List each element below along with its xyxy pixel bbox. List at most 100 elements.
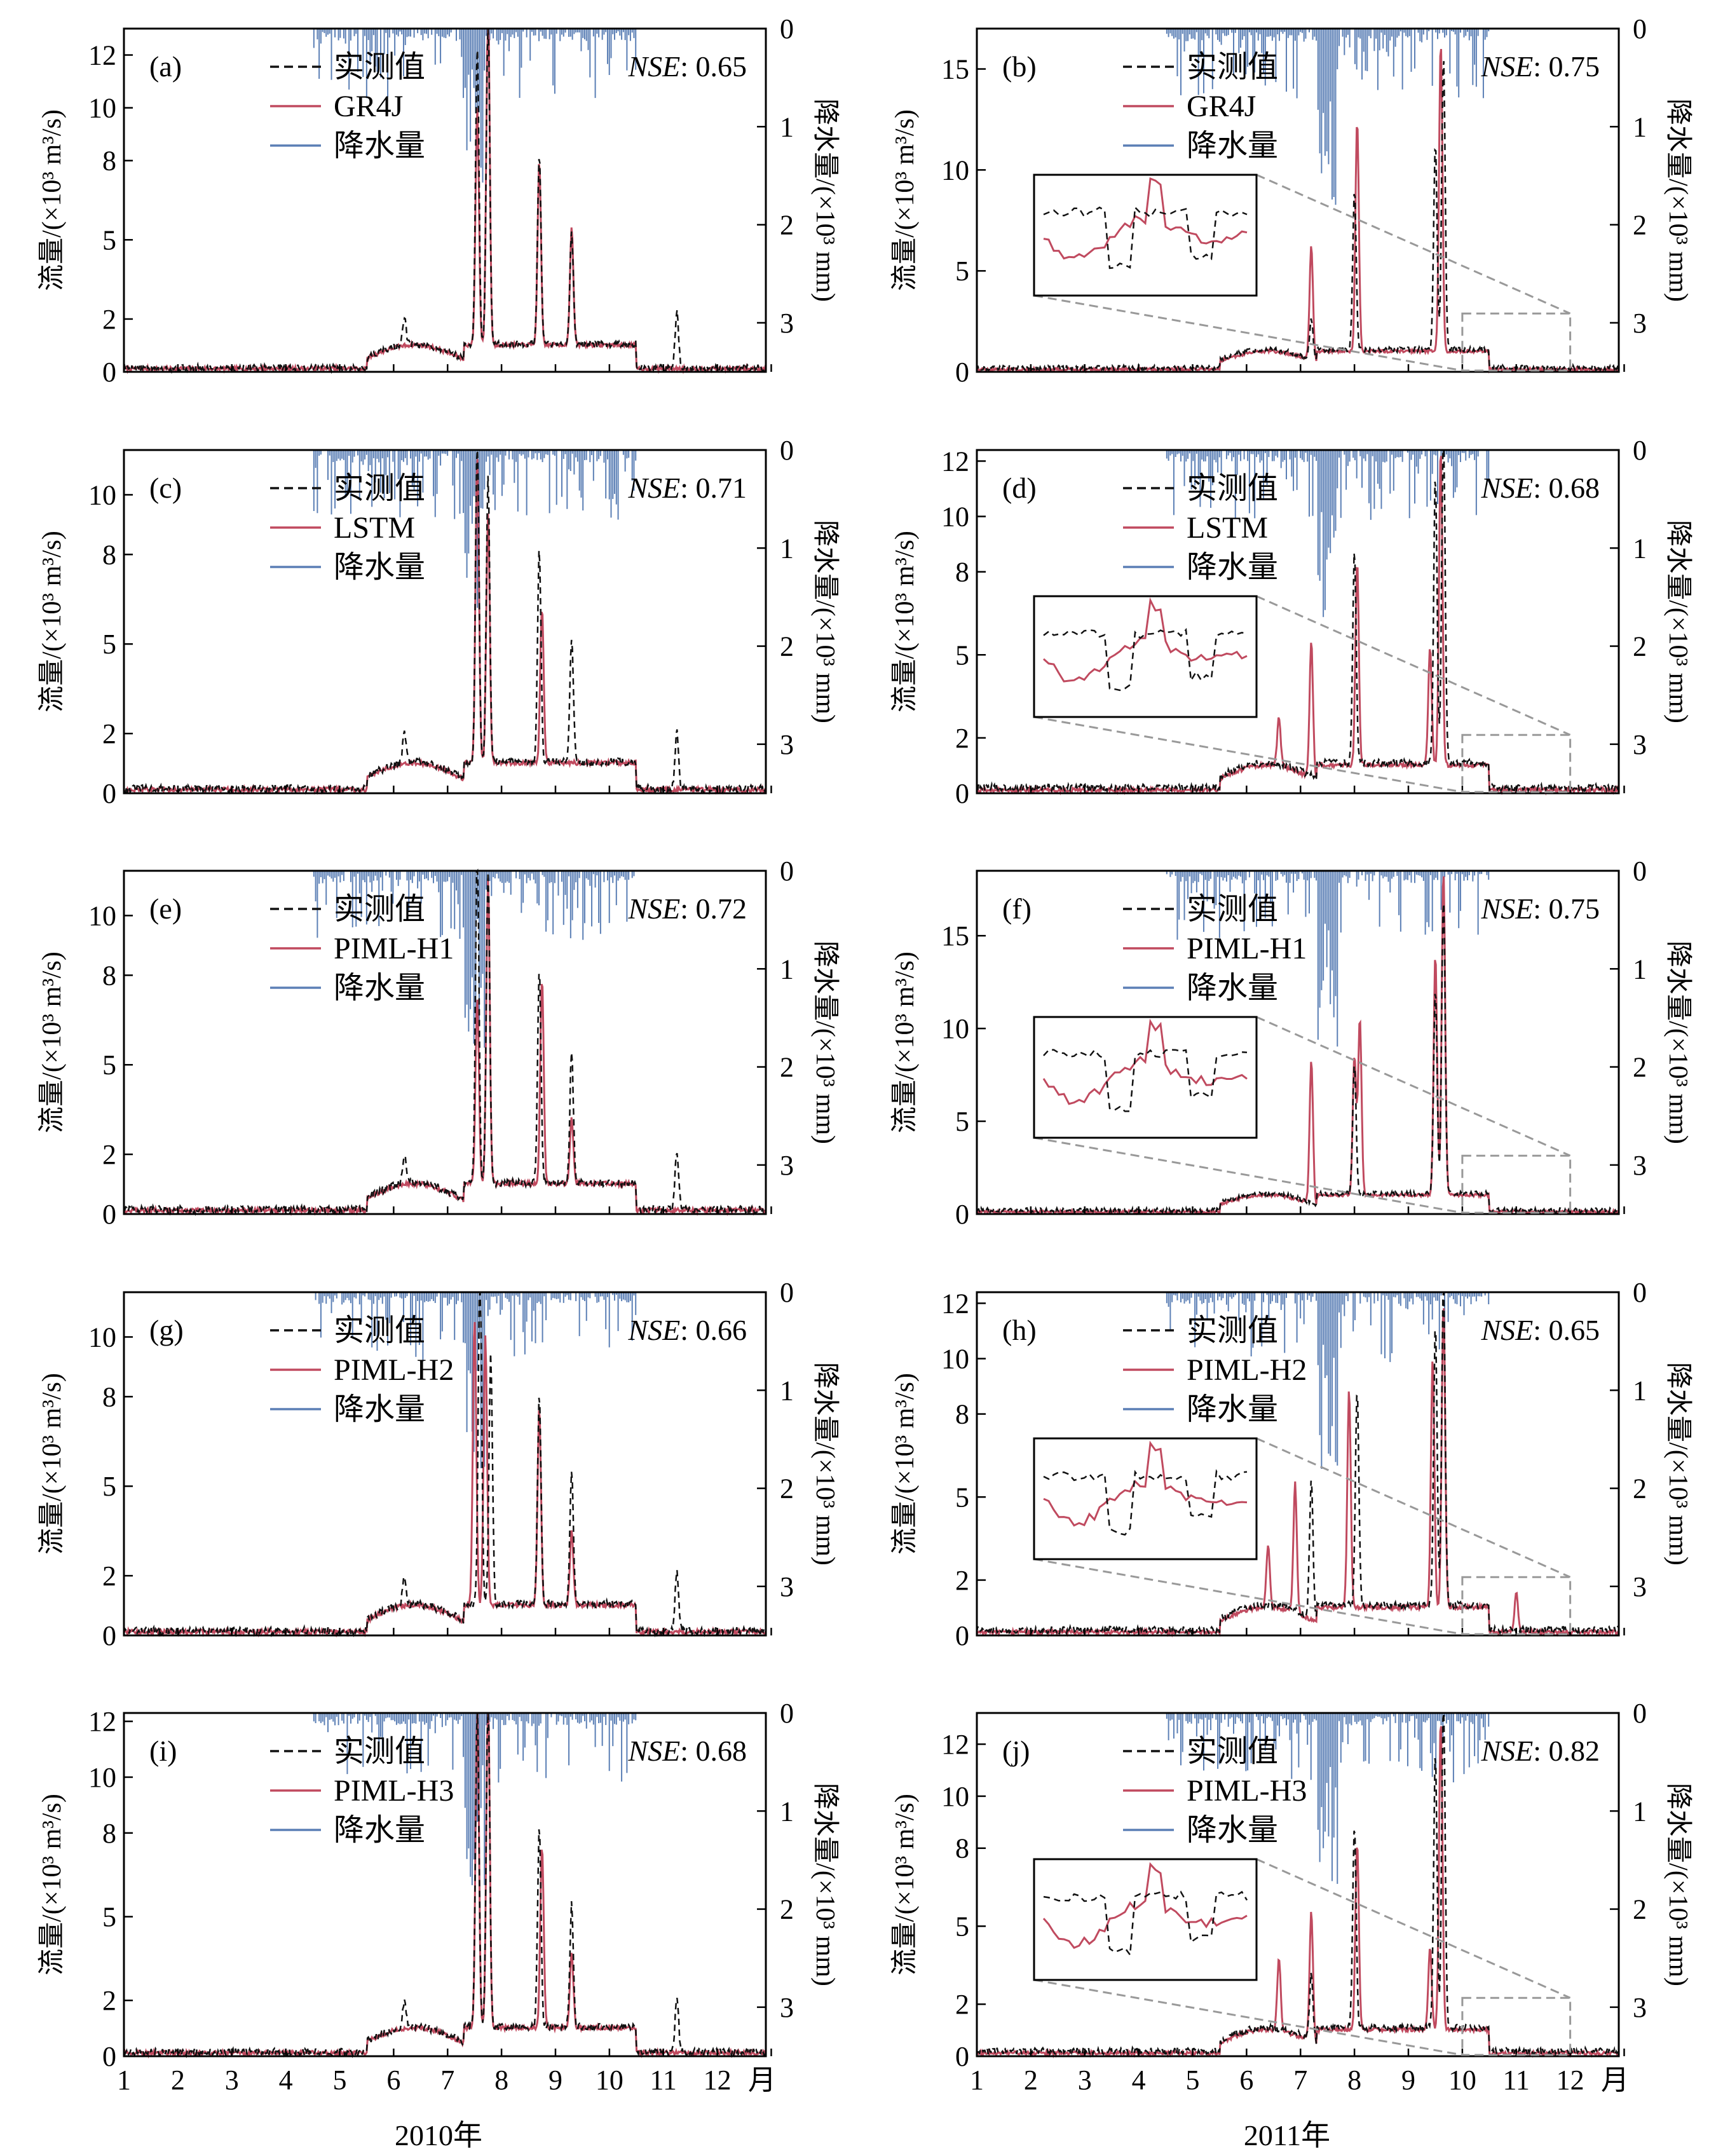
nse-label: NSE: [627, 472, 680, 504]
nse-label: NSE: [1480, 1314, 1533, 1346]
y-tick-label: 0: [102, 357, 116, 388]
nse-annotation: NSE: 0.75: [1480, 50, 1600, 83]
plot-frame: [976, 27, 1620, 373]
x-tick-label: 7: [440, 2064, 454, 2096]
y2-tick-label: 0: [780, 856, 794, 887]
y-axis-title: 流量/(×10³ m³/s): [890, 1373, 920, 1555]
y-axis-title: 流量/(×10³ m³/s): [890, 952, 920, 1133]
model-series-line: [976, 49, 1619, 374]
y2-axis-title: 降水量/(×10³ mm): [1663, 1783, 1692, 1986]
y-tick-label: 8: [102, 1818, 116, 1849]
y-tick-label: 10: [941, 501, 969, 533]
y2-axis-title: 降水量/(×10³ mm): [1663, 99, 1692, 302]
nse-label: NSE: [1480, 472, 1533, 504]
inset-box: [1033, 595, 1258, 718]
nse-value: : 0.66: [680, 1314, 747, 1346]
model-series-line: [123, 878, 767, 1217]
x-tick-label: 11: [650, 2064, 677, 2096]
y-tick-label: 10: [88, 1762, 116, 1793]
zoom-region: [1461, 1154, 1572, 1214]
x-tick-label: 4: [1132, 2064, 1146, 2096]
zoom-connector: [1033, 1979, 1463, 2056]
y-tick-label: 2: [955, 1565, 969, 1596]
y-tick-label: 0: [955, 2041, 969, 2072]
panel-label: (h): [1002, 1314, 1037, 1346]
x-unit-label: 月: [748, 2064, 776, 2096]
x-tick-label: 3: [1078, 2064, 1092, 2096]
y-tick-label: 5: [102, 629, 116, 660]
y2-tick-label: 0: [780, 435, 794, 466]
legend-entry: 降水量: [1187, 1813, 1278, 1847]
y2-tick-label: 2: [1633, 631, 1647, 662]
y2-tick-label: 2: [1633, 1473, 1647, 1504]
y-tick-label: 2: [102, 718, 116, 749]
nse-value: : 0.82: [1533, 1735, 1600, 1767]
x-tick-label: 5: [332, 2064, 346, 2096]
nse-value: : 0.72: [680, 892, 747, 925]
y-tick-label: 8: [102, 1381, 116, 1412]
y2-tick-label: 3: [780, 1571, 794, 1602]
y2-tick-label: 1: [1633, 1375, 1647, 1406]
y2-tick-label: 3: [780, 729, 794, 760]
y-tick-label: 15: [941, 54, 969, 85]
legend-entry: PIML-H1: [1187, 932, 1307, 965]
y2-tick-label: 2: [1633, 1894, 1647, 1925]
legend-entry: 降水量: [334, 1393, 425, 1426]
inset-box: [1033, 1437, 1258, 1560]
legend-entry: 降水量: [1187, 550, 1278, 584]
y-tick-label: 5: [955, 256, 969, 287]
y2-tick-label: 1: [1633, 533, 1647, 564]
inset-box: [1033, 1858, 1258, 1981]
nse-annotation: NSE: 0.68: [627, 1735, 747, 1767]
rainfall-bars: [315, 1292, 637, 1468]
x-tick-label: 9: [548, 2064, 562, 2096]
nse-value: : 0.75: [1533, 892, 1600, 925]
x-tick-label: 2: [171, 2064, 185, 2096]
y-axis-title: 流量/(×10³ m³/s): [890, 109, 920, 291]
x-tick-label: 10: [596, 2064, 623, 2096]
y-tick-label: 2: [102, 304, 116, 335]
legend-entry: 降水量: [334, 1813, 425, 1847]
panel-label: (d): [1002, 472, 1037, 504]
y2-tick-label: 0: [1633, 856, 1647, 887]
legend-entry: PIML-H1: [334, 932, 454, 965]
plot-frame: [976, 1712, 1620, 2057]
zoom-connector: [1033, 1558, 1463, 1635]
y-tick-label: 12: [941, 446, 969, 477]
y2-tick-label: 3: [1633, 1571, 1647, 1602]
zoom-region: [1461, 312, 1572, 372]
legend-entry: 实测值: [1187, 1735, 1278, 1768]
rainfall-bars: [313, 29, 637, 183]
y-tick-label: 10: [941, 154, 969, 186]
y-tick-label: 8: [955, 1399, 969, 1430]
nse-label: NSE: [1480, 50, 1533, 83]
nse-annotation: NSE: 0.82: [1480, 1735, 1600, 1767]
y2-axis-title: 降水量/(×10³ mm): [810, 1783, 840, 1986]
y2-axis-title: 降水量/(×10³ mm): [1663, 1362, 1692, 1566]
x-tick-label: 1: [117, 2064, 131, 2096]
nse-annotation: NSE: 0.65: [627, 50, 747, 83]
y-tick-label: 10: [941, 1344, 969, 1375]
y2-tick-label: 0: [1633, 1698, 1647, 1729]
y-tick-label: 10: [88, 93, 116, 124]
x-tick-label: 7: [1293, 2064, 1307, 2096]
observed-series-line: [976, 1292, 1619, 1637]
plot-frame: [123, 27, 767, 373]
legend-entry: PIML-H3: [334, 1774, 454, 1808]
nse-label: NSE: [627, 1314, 680, 1346]
legend-entry: 降水量: [334, 129, 425, 163]
x-unit-label: 月: [1601, 2064, 1629, 2096]
plot-frame: [123, 449, 767, 795]
inset-observed-line: [1043, 627, 1248, 692]
y2-tick-label: 2: [780, 210, 794, 241]
x-tick-label: 8: [494, 2064, 508, 2096]
y-tick-label: 5: [102, 224, 116, 256]
y2-tick-label: 3: [780, 308, 794, 339]
y-axis-title: 流量/(×10³ m³/s): [37, 1373, 67, 1555]
y-axis-title: 流量/(×10³ m³/s): [890, 1794, 920, 1975]
